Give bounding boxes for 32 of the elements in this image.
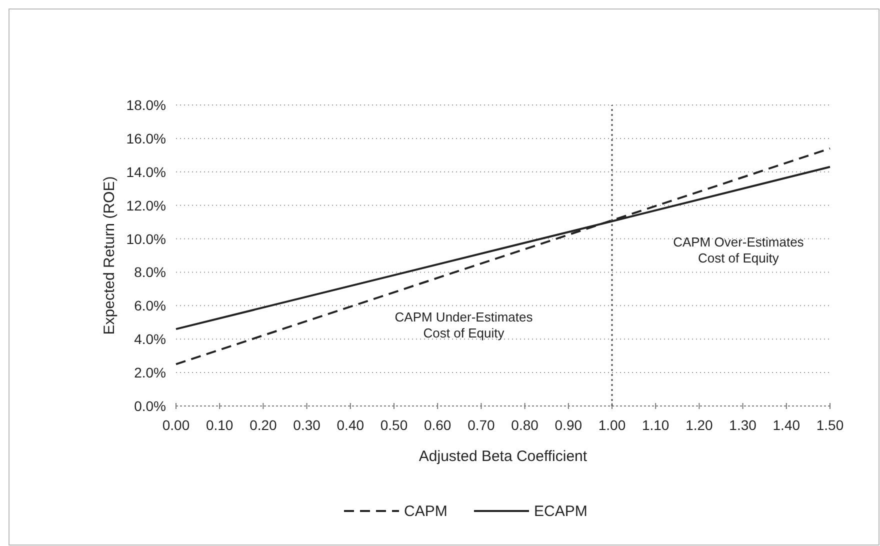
x-tick-label: 0.60 [424,417,452,433]
y-tick-label: 18.0% [126,97,166,113]
x-axis-title: Adjusted Beta Coefficient [418,448,588,465]
y-tick-label: 6.0% [134,298,166,314]
x-tick-label: 0.70 [468,417,496,433]
x-tick-label: 1.50 [816,417,844,433]
x-tick-label: 1.30 [729,417,757,433]
annotation: CAPM Under-Estimates Cost of Equity [394,310,534,341]
y-tick-label: 16.0% [126,130,166,146]
x-tick-label: 1.00 [598,417,626,433]
x-tick-label: 0.30 [293,417,321,433]
y-tick-label: 8.0% [134,264,166,280]
legend-label: CAPM [404,503,448,520]
y-tick-label: 10.0% [126,230,166,247]
x-tick-label: 1.10 [642,417,670,433]
y-tick-label: 12.0% [126,197,166,214]
x-tick-label: 0.90 [554,417,582,433]
x-tick-label: 1.40 [772,417,800,433]
y-axis-title: Expected Return (ROE) [101,176,118,335]
y-tick-label: 4.0% [134,331,166,348]
x-tick-label: 0.50 [380,417,408,433]
x-tick-label: 1.20 [686,417,714,433]
y-tick-label: 2.0% [134,364,166,381]
y-tick-label: 14.0% [126,164,166,180]
annotation: CAPM Over-Estimates Cost of Equity [673,234,804,266]
x-tick-label: 0.00 [162,417,190,433]
x-tick-label: 0.10 [206,417,234,433]
legend-label: ECAPM [534,503,588,520]
x-tick-label: 0.80 [511,417,539,433]
y-tick-label: 0.0% [134,398,166,414]
x-tick-label: 0.40 [336,417,364,433]
x-tick-label: 0.20 [250,417,278,433]
